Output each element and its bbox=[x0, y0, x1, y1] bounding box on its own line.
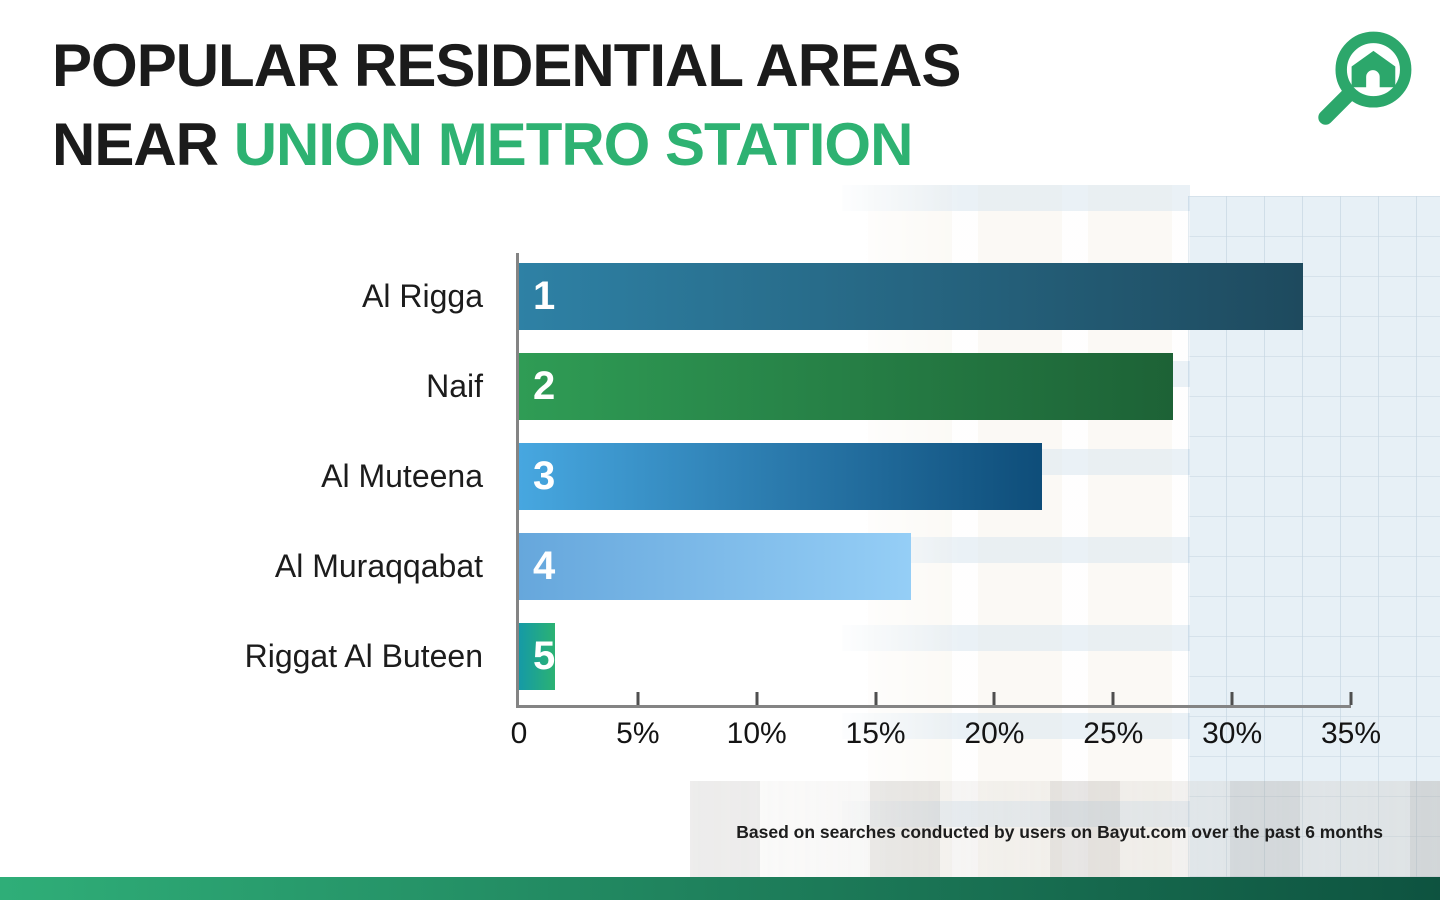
x-tick-label: 30% bbox=[1202, 717, 1263, 750]
x-tick-label: 25% bbox=[1083, 717, 1144, 750]
rank-badge: 1 bbox=[533, 274, 556, 318]
x-axis-tick bbox=[1349, 692, 1353, 705]
rank-badge: 3 bbox=[533, 454, 556, 498]
x-axis-tick bbox=[1230, 692, 1234, 705]
category-label: Naif bbox=[426, 368, 483, 404]
title-line-2-highlight: UNION METRO STATION bbox=[233, 111, 914, 178]
category-label: Al Rigga bbox=[362, 278, 483, 314]
x-tick-label: 10% bbox=[726, 717, 787, 750]
category-label: Al Muteena bbox=[321, 458, 483, 494]
x-tick-label: 0 bbox=[510, 717, 528, 750]
x-axis-tick bbox=[755, 692, 759, 705]
plot-area: 1 2 3 4 5 0 5% 10% 15% 20% 25% 30% 35% bbox=[511, 253, 1381, 750]
x-tick-label: 5% bbox=[616, 717, 660, 750]
title-line-2-prefix: NEAR bbox=[52, 111, 234, 178]
category-label: Al Muraqqabat bbox=[274, 548, 483, 584]
x-axis-tick bbox=[992, 692, 996, 705]
bottom-accent-bar bbox=[0, 877, 1440, 900]
title-line-1: POPULAR RESIDENTIAL AREAS bbox=[52, 32, 961, 99]
rank-badge: 2 bbox=[533, 364, 556, 408]
x-axis-tick bbox=[874, 692, 878, 705]
rank-badge: 5 bbox=[533, 634, 556, 678]
x-axis-tick bbox=[1111, 692, 1115, 705]
bayut-magnifier-house-icon bbox=[1318, 31, 1412, 125]
bar-naif: 2 bbox=[519, 353, 1173, 420]
bar-al-muteena: 3 bbox=[519, 443, 1042, 510]
x-tick-label: 15% bbox=[845, 717, 906, 750]
rank-badge: 4 bbox=[533, 544, 556, 588]
category-labels: Al Rigga Naif Al Muteena Al Muraqqabat Rigga… bbox=[0, 253, 483, 705]
bar-chart: Al Rigga Naif Al Muteena Al Muraqqabat Rigga… bbox=[0, 253, 1381, 763]
bar-al-rigga: 1 bbox=[519, 263, 1304, 330]
source-note: Based on searches conducted by users on … bbox=[736, 822, 1383, 842]
x-tick-label: 20% bbox=[964, 717, 1025, 750]
title-line-2: NEAR UNION METRO STATION bbox=[52, 105, 960, 184]
bar-al-muraqqabat: 4 bbox=[519, 533, 912, 600]
page-title: POPULAR RESIDENTIAL AREAS NEAR UNION MET… bbox=[52, 26, 961, 184]
category-label: Riggat Al Buteen bbox=[244, 638, 483, 674]
x-tick-label: 35% bbox=[1320, 717, 1382, 750]
x-axis-tick bbox=[636, 692, 640, 705]
bar-riggat-al-buteen: 5 bbox=[519, 623, 555, 690]
